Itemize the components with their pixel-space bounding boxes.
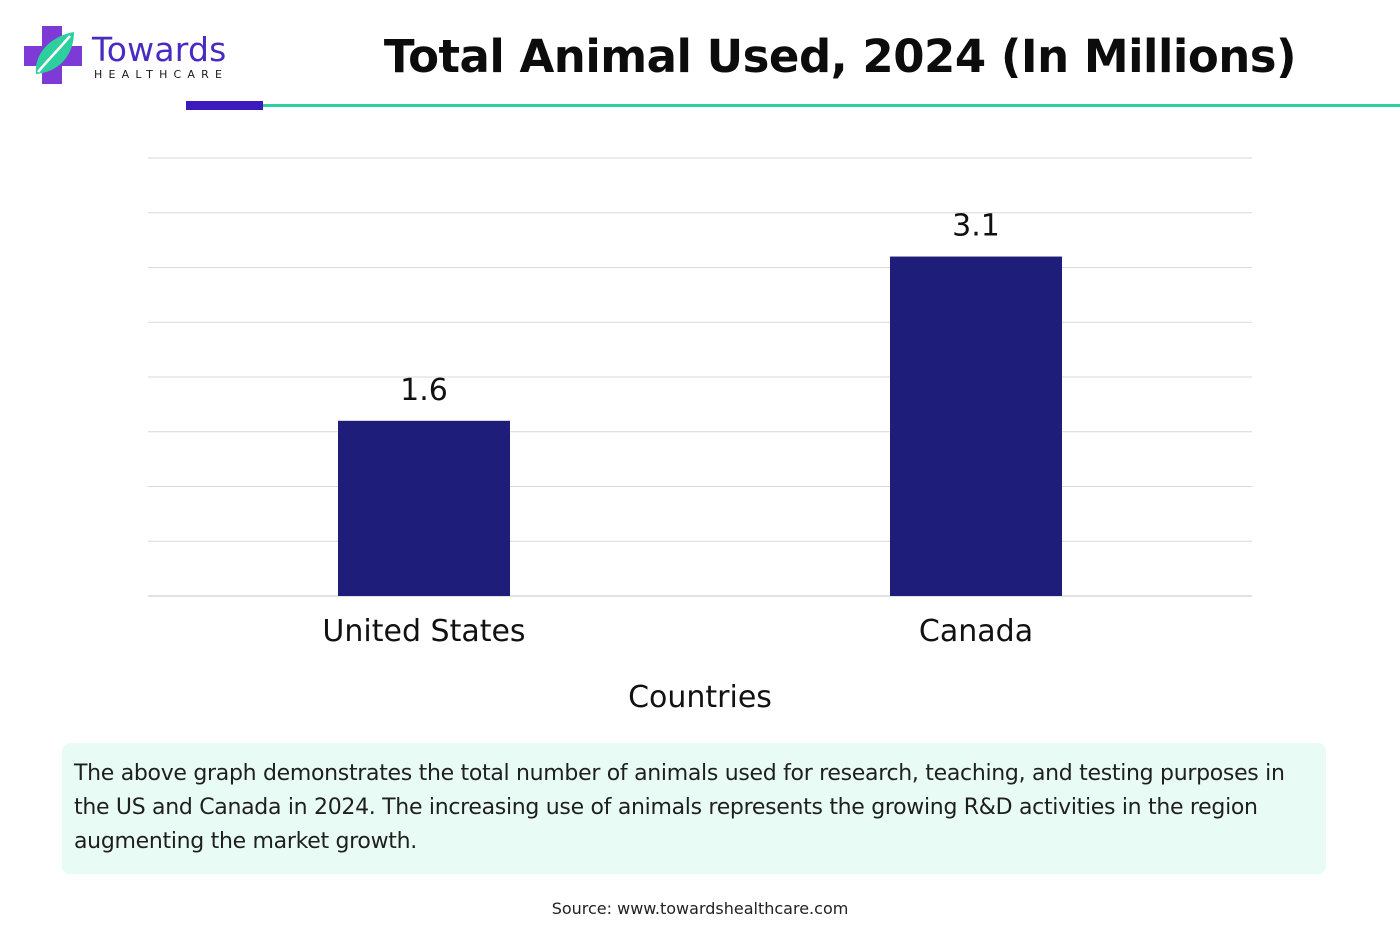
brand-tagline: HEALTHCARE xyxy=(94,68,229,81)
chart-title: Total Animal Used, 2024 (In Millions) xyxy=(383,30,1297,83)
bar xyxy=(338,420,510,596)
bar-chart: 1.6 United States 3.1 Canada Countries xyxy=(148,157,1252,715)
title-underline xyxy=(263,104,1400,107)
cross-leaf-icon xyxy=(24,26,82,84)
chart-description: The above graph demonstrates the total n… xyxy=(62,743,1326,874)
bar xyxy=(890,256,1062,596)
x-axis-title: Countries xyxy=(628,680,772,715)
source-credit: Source: www.towardshealthcare.com xyxy=(551,899,849,918)
brand-logo: Towards HEALTHCARE xyxy=(22,24,242,88)
title-underline-accent xyxy=(186,101,263,110)
x-tick-label: Canada xyxy=(919,614,1033,649)
brand-name: Towards xyxy=(92,30,227,69)
data-label: 3.1 xyxy=(952,209,1000,244)
data-label: 1.6 xyxy=(400,373,448,408)
x-tick-label: United States xyxy=(322,614,525,649)
